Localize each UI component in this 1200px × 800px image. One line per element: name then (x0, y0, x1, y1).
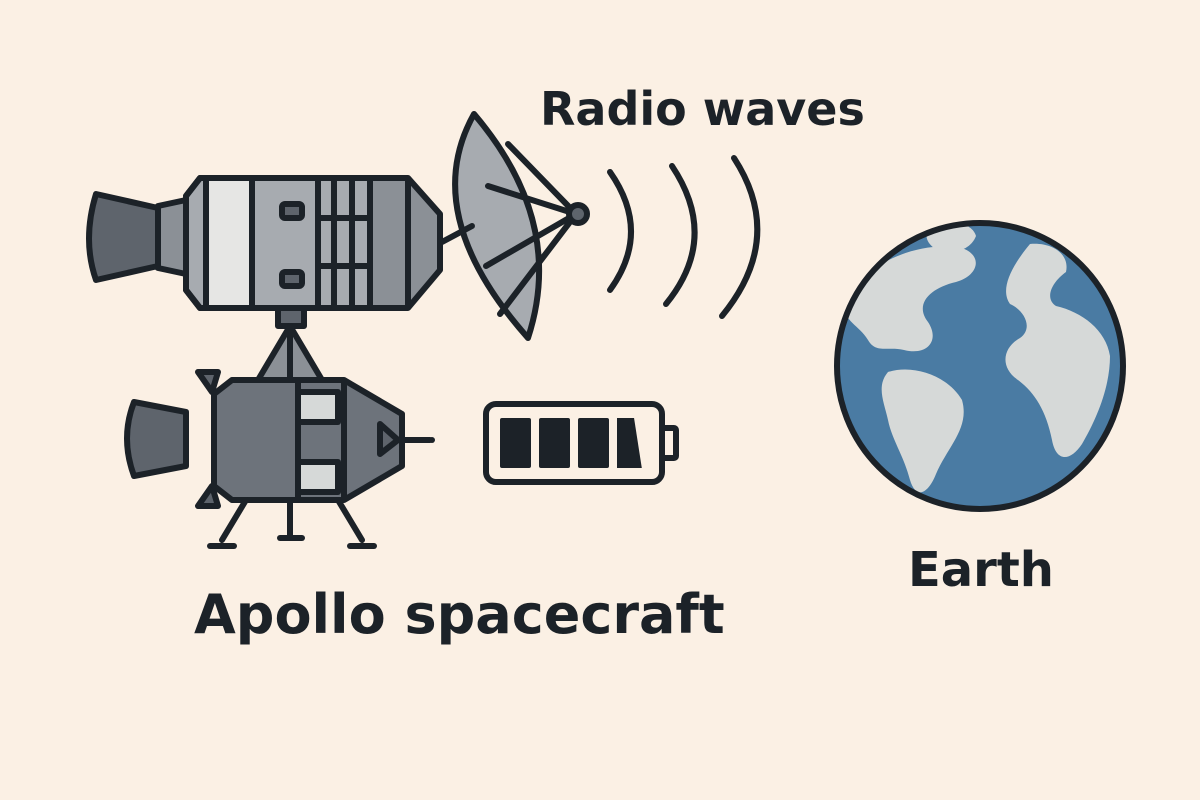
radio-dish-icon (439, 111, 590, 341)
hull-window (279, 269, 305, 289)
earth-globe-icon (834, 220, 1126, 512)
continent-south-america (881, 369, 964, 493)
apollo-spacecraft-icon (86, 111, 590, 549)
side-thrusters (195, 369, 221, 509)
wave-arc (663, 163, 698, 307)
battery-cells (500, 418, 642, 468)
radio-waves-label: Radio waves (540, 82, 865, 136)
battery-partial-cell (617, 418, 642, 468)
lower-engine-nozzle (124, 399, 189, 479)
continent-africa (1005, 243, 1110, 458)
wave-arc (607, 169, 634, 293)
upper-engine-nozzle (86, 191, 189, 283)
battery-cell (500, 418, 531, 468)
command-module (367, 175, 443, 311)
triangle-marker (377, 421, 401, 457)
battery-cell (578, 418, 609, 468)
lunar-module-body (211, 377, 435, 503)
apollo-spacecraft-label: Apollo spacecraft (194, 583, 725, 646)
service-module (183, 175, 373, 311)
radio-waves-icon (607, 155, 761, 319)
docking-tunnel (255, 305, 325, 383)
battery-icon (483, 401, 679, 485)
landing-legs (207, 497, 377, 549)
wave-arc (719, 155, 761, 319)
hull-window (279, 201, 305, 221)
earth-label: Earth (908, 542, 1054, 598)
battery-cell (539, 418, 570, 468)
